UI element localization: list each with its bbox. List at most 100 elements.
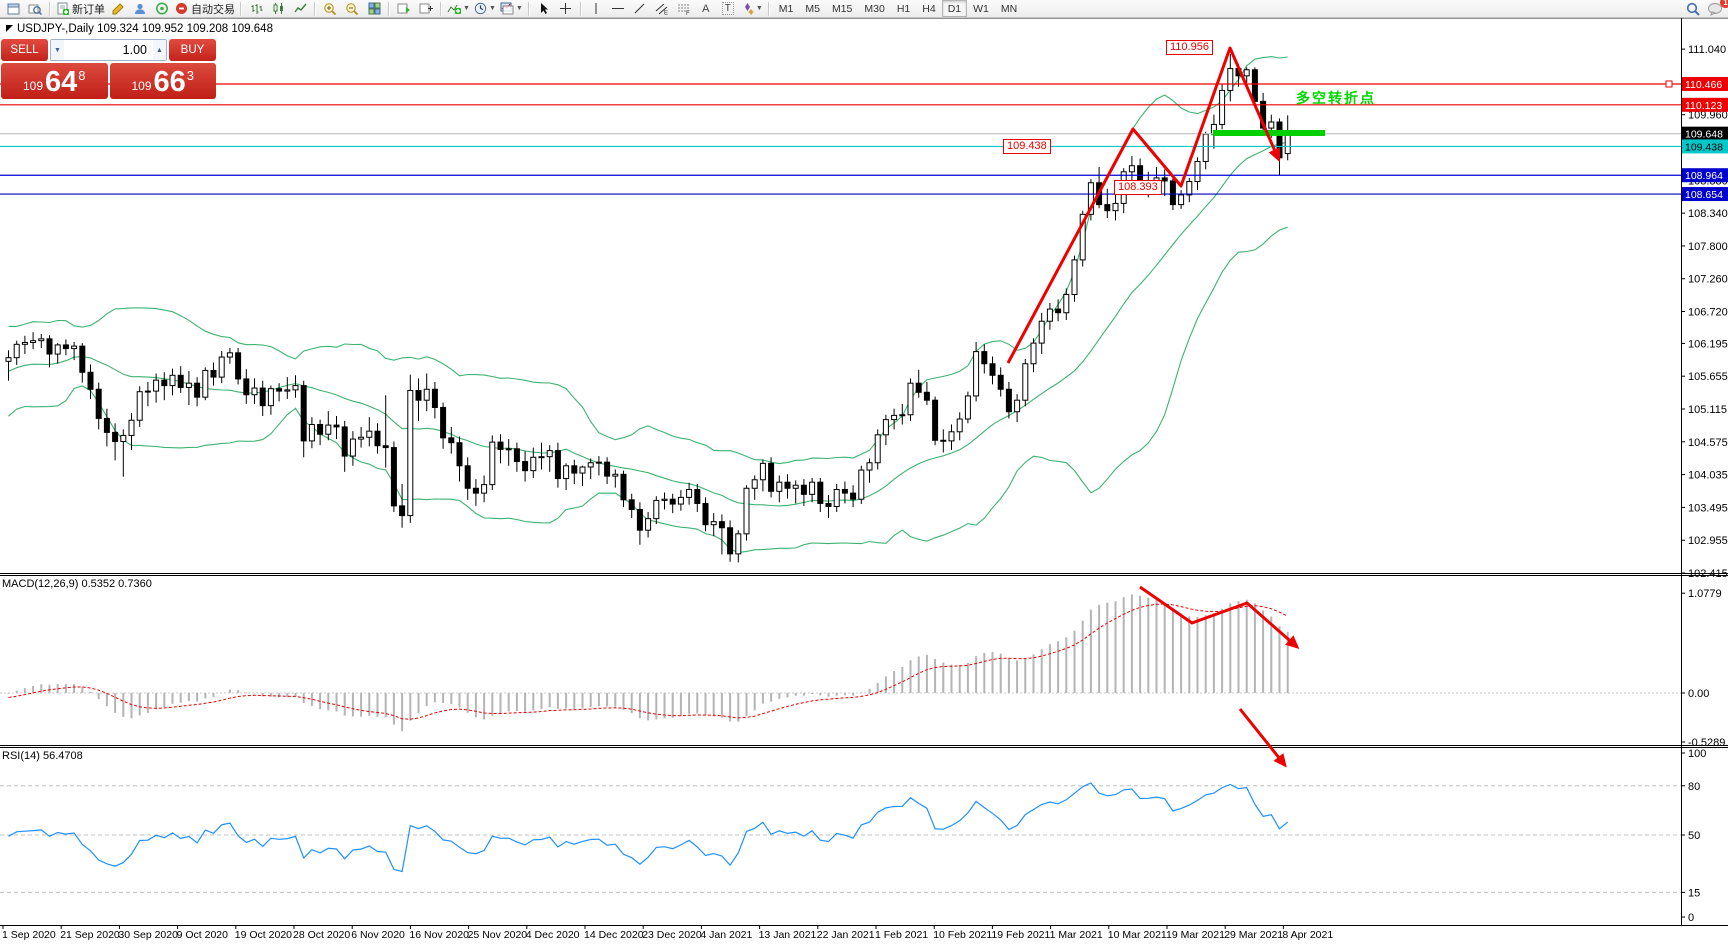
buy-price-point: 3 — [186, 68, 195, 83]
trendline-icon[interactable] — [629, 1, 651, 17]
date-label: 13 Jan 2021 — [759, 929, 817, 941]
arrows-shapes-icon[interactable]: ▼ — [739, 1, 765, 17]
signals-icon[interactable] — [151, 1, 173, 17]
chevron-down-icon: ▼ — [463, 5, 470, 12]
axis-tick-label: 15 — [1688, 887, 1700, 899]
timeframe-m5[interactable]: M5 — [805, 2, 820, 15]
price-chart-canvas[interactable]: 111.040109.960108.880108.340107.800107.2… — [0, 18, 1728, 944]
buy-price-button[interactable]: 109 66 3 — [109, 63, 216, 99]
rsi-trend-arrow[interactable] — [1238, 708, 1287, 768]
toolbar-separator — [767, 1, 770, 16]
community-icon[interactable] — [129, 1, 151, 17]
chart-window[interactable]: 111.040109.960108.880108.340107.800107.2… — [0, 18, 1728, 944]
timeframe-m15[interactable]: M15 — [831, 2, 853, 15]
date-label: 19 Mar 2021 — [1166, 929, 1225, 941]
axis-tick-label: 0.00 — [1688, 688, 1709, 700]
axis-tick-label: 105.655 — [1688, 371, 1728, 383]
trend-note-text[interactable]: 多空转折点 — [1296, 90, 1376, 106]
zoom-out-icon[interactable] — [341, 1, 363, 17]
chart-preview-icon[interactable] — [24, 1, 46, 17]
axis-tick-label: 1.0779 — [1688, 588, 1722, 600]
text-icon[interactable]: A — [702, 2, 710, 15]
auto-scroll-icon[interactable] — [393, 1, 415, 17]
date-label: 10 Feb 2021 — [933, 929, 992, 941]
zoom-in-icon[interactable] — [319, 1, 341, 17]
axis-tick-label: 105.115 — [1688, 404, 1727, 416]
chart-window-icon[interactable] — [2, 1, 24, 17]
equidistant-channel-icon[interactable]: E — [651, 1, 673, 17]
date-label: 14 Dec 2020 — [584, 929, 644, 941]
peak-price-label[interactable]: 110.956 — [1166, 40, 1213, 55]
axis-tick-label: 102.415 — [1688, 568, 1728, 580]
horizontal-price-lines[interactable] — [0, 80, 1681, 195]
rsi-label: RSI(14) 56.4708 — [2, 750, 83, 762]
fibonacci-icon[interactable]: F — [673, 1, 695, 17]
chevron-down-icon: ▼ — [488, 5, 496, 12]
date-label: 30 Sep 2020 — [118, 929, 178, 941]
macd-label: MACD(12,26,9) 0.5352 0.7360 — [2, 578, 152, 590]
axis-tick-label: 108.340 — [1688, 208, 1728, 220]
date-label: 4 Dec 2020 — [526, 929, 580, 941]
axis-tick-label: 102.955 — [1688, 535, 1728, 547]
horizontal-line-icon[interactable] — [607, 1, 629, 17]
periods-clock-icon[interactable]: ▼ — [472, 1, 498, 17]
buy-button[interactable]: BUY — [169, 39, 216, 61]
timeframe-m30[interactable]: M30 — [864, 2, 885, 15]
sell-price-figure: 109 — [22, 79, 44, 93]
support-price-label[interactable]: 109.438 — [1003, 139, 1051, 154]
timeframe-w1[interactable]: W1 — [973, 2, 989, 15]
toolbar-separator — [527, 1, 530, 16]
templates-icon[interactable]: ▼ — [498, 1, 525, 17]
crosshair-icon[interactable] — [555, 1, 577, 17]
timeframe-d1[interactable]: D1 — [941, 0, 968, 17]
swing-low-price-label[interactable]: 108.393 — [1114, 180, 1162, 195]
autotrading-button[interactable]: 自动交易 — [173, 1, 237, 17]
svg-text:F: F — [686, 11, 690, 15]
metaeditor-icon[interactable] — [107, 1, 129, 17]
chart-shift-icon[interactable] — [415, 1, 437, 17]
axis-tick-label: 100 — [1688, 748, 1706, 760]
chevron-down-icon: ▼ — [515, 5, 523, 12]
green-highlight-bar[interactable] — [1213, 130, 1325, 136]
timeframe-mn[interactable]: MN — [1000, 2, 1018, 15]
sell-button[interactable]: SELL — [1, 39, 48, 61]
axis-tick-label: 0 — [1688, 912, 1694, 924]
cursor-icon[interactable] — [533, 1, 555, 17]
axis-tick-label: 111.040 — [1688, 44, 1726, 56]
main-trend-arrow[interactable] — [1006, 46, 1281, 364]
volume-decrease-button[interactable]: ▼ — [51, 40, 64, 60]
date-label: 29 Mar 2021 — [1224, 929, 1283, 941]
date-label: 10 Mar 2021 — [1108, 929, 1167, 941]
sell-price-pips: 64 — [45, 66, 78, 98]
bar-chart-icon[interactable] — [245, 1, 267, 17]
axis-tick-label: 106.720 — [1688, 307, 1728, 319]
rsi-pane — [8, 782, 1289, 873]
volume-input[interactable] — [64, 42, 153, 58]
line-chart-icon[interactable] — [289, 1, 311, 17]
volume-increase-button[interactable]: ▲ — [153, 40, 166, 60]
candlestick-chart-icon[interactable] — [267, 1, 289, 17]
new-order-button[interactable]: 新订单 — [54, 1, 107, 17]
text-label-icon[interactable]: T — [717, 1, 739, 17]
sell-price-button[interactable]: 109 64 8 — [1, 63, 108, 99]
date-label: 1 Sep 2020 — [2, 929, 56, 941]
search-icon[interactable] — [1682, 1, 1704, 17]
macd-trend-arrow[interactable] — [1139, 585, 1300, 649]
timeframe-h4[interactable]: H4 — [922, 2, 936, 15]
axis-tick-label: 104.035 — [1688, 470, 1728, 482]
vertical-line-icon[interactable] — [585, 1, 607, 17]
date-label: 6 Nov 2020 — [351, 929, 405, 941]
chart-annotations[interactable] — [1006, 46, 1325, 768]
symbol-title-text: USDJPY-,Daily 109.324 109.952 109.208 10… — [17, 23, 273, 35]
timeframe-m1[interactable]: M1 — [778, 2, 794, 15]
tile-windows-icon[interactable] — [363, 1, 385, 17]
line-handle[interactable] — [1665, 80, 1673, 88]
indicators-icon[interactable]: ▼ — [445, 1, 472, 17]
date-label: 21 Sep 2020 — [60, 929, 120, 941]
notification-icon[interactable]: 1 — [1704, 0, 1728, 17]
axis-tick-label: 107.800 — [1688, 241, 1728, 253]
timeframe-h1[interactable]: H1 — [896, 2, 911, 15]
axis-tick-label: 109.960 — [1688, 110, 1728, 122]
